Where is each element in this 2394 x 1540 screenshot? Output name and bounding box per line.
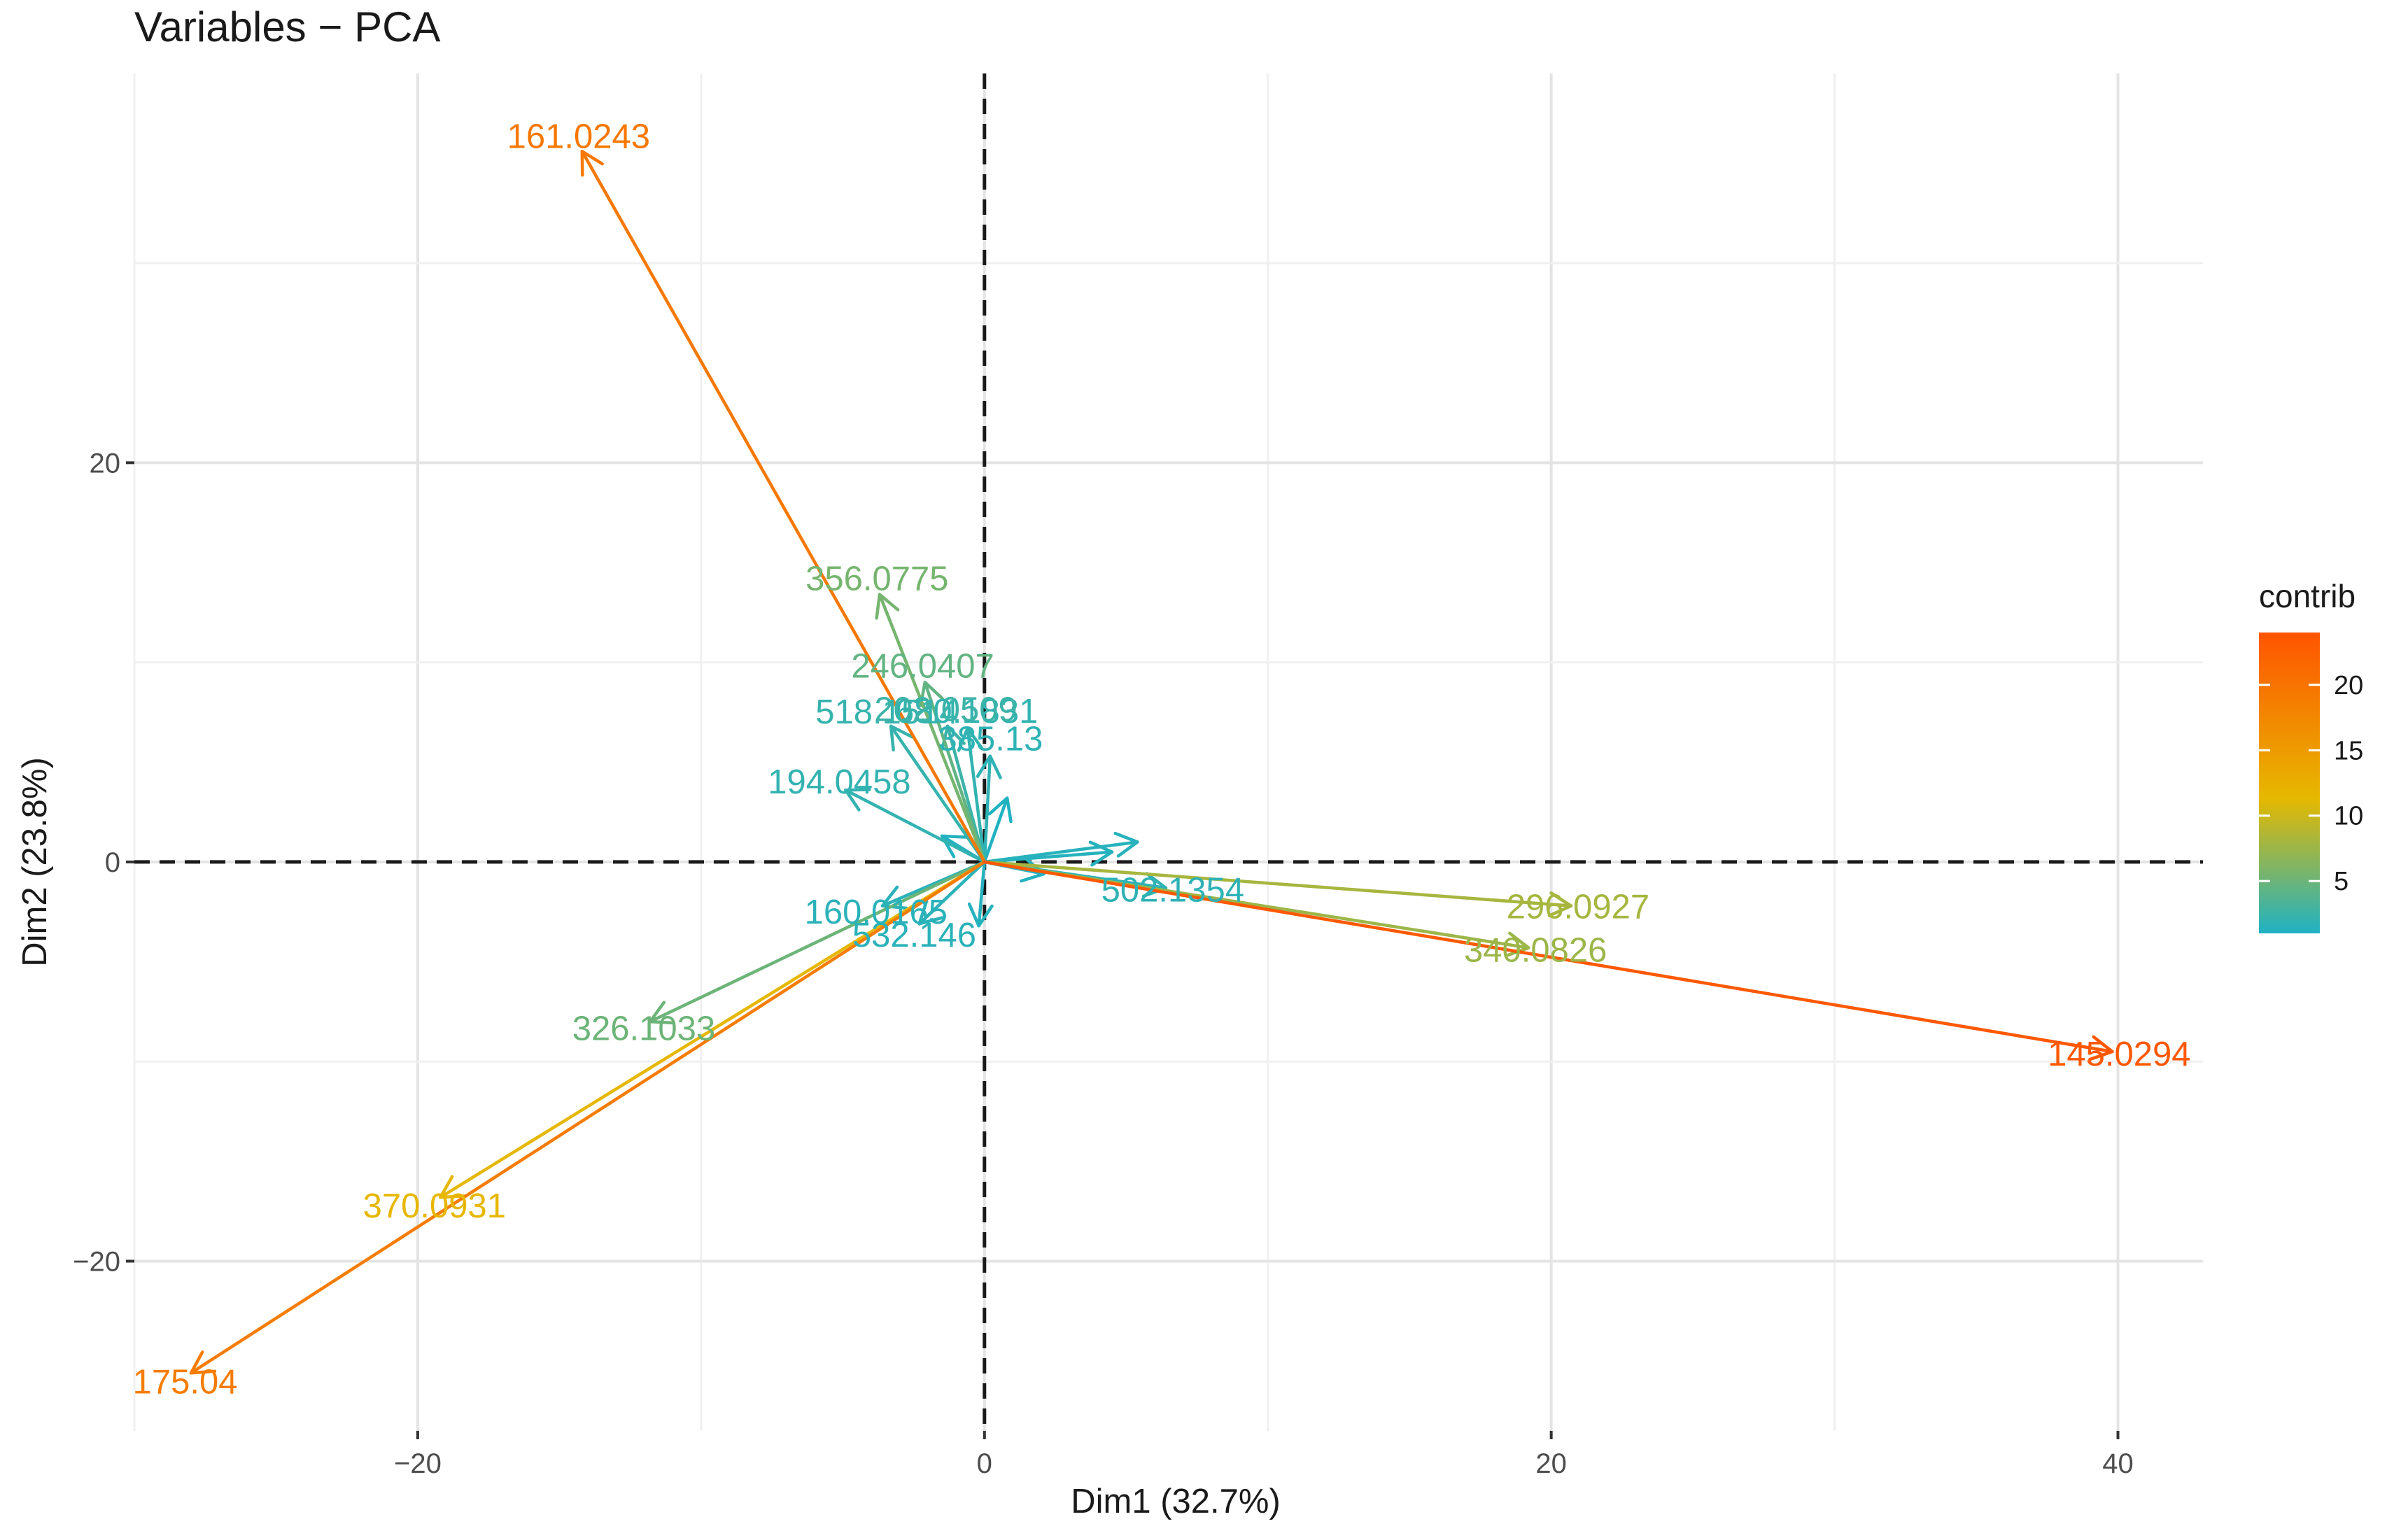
variable-label: 161.0243	[507, 118, 650, 155]
x-axis-title: Dim1 (32.7%)	[1071, 1483, 1281, 1520]
axes: Dim1 (32.7%) Dim2 (23.8%) −20 0 20 40 −20 0 20	[16, 448, 2134, 1520]
variable-arrow	[875, 593, 987, 864]
legend-tick-label: 5	[2334, 867, 2349, 896]
variable-label: 145.0294	[2048, 1036, 2190, 1073]
legend-tick-label: 20	[2334, 671, 2363, 700]
y-axis-title: Dim2 (23.8%)	[16, 757, 54, 967]
legend-tick-label: 10	[2334, 802, 2363, 831]
variable-arrow	[844, 788, 987, 864]
variable-label: 296.0927	[1507, 888, 1649, 926]
variable-arrows	[189, 150, 2114, 1375]
variable-arrow	[580, 150, 987, 864]
variable-label: 160.0165	[805, 893, 948, 931]
legend-tick-label: 15	[2334, 736, 2363, 765]
y-tick-label: 20	[90, 448, 121, 479]
variable-arrow	[967, 860, 994, 928]
y-tick-label: 0	[105, 847, 120, 878]
legend-title: contrib	[2259, 578, 2356, 614]
x-tick-label: 20	[1535, 1448, 1567, 1479]
legend-colorbar	[2259, 633, 2320, 933]
grid-lines	[133, 73, 2203, 1431]
variable-arrow	[648, 860, 987, 1025]
variable-label: 518.1514	[815, 693, 958, 731]
variable-label: 370.0931	[363, 1187, 506, 1225]
variable-label: 194.0458	[768, 763, 910, 801]
variable-label: 680.1831	[895, 693, 1038, 730]
variable-label: 502.1354	[1101, 871, 1244, 909]
variable-arrow	[889, 724, 987, 864]
variable-arrow	[919, 680, 987, 864]
variable-label: 385.13	[938, 721, 1043, 758]
variable-label: 202.0509	[874, 691, 1017, 729]
variable-label: 532.146	[852, 917, 976, 954]
variable-label: 246.0407	[851, 647, 994, 685]
variable-label: 340.0826	[1464, 931, 1607, 969]
variable-arrow	[983, 860, 1573, 917]
variable-arrow	[983, 831, 1139, 864]
variable-arrow	[983, 860, 2114, 1061]
contrib-legend: contrib 5 10 15 20	[2259, 578, 2363, 933]
variable-arrow	[917, 860, 987, 926]
variable-arrow	[189, 860, 987, 1375]
reference-lines	[134, 73, 2203, 1431]
variable-arrow	[983, 796, 1013, 864]
x-tick-label: −20	[394, 1448, 442, 1479]
x-tick-label: 0	[977, 1448, 992, 1479]
variable-label: 326.1033	[572, 1010, 715, 1047]
y-tick-label: −20	[73, 1247, 120, 1278]
variable-arrow	[976, 754, 1002, 864]
chart-title: Variables − PCA	[134, 3, 441, 50]
variable-arrow	[439, 860, 987, 1199]
x-tick-label: 40	[2102, 1448, 2134, 1479]
variable-label: 356.0775	[805, 560, 948, 598]
variable-label: 175.04	[133, 1363, 238, 1401]
